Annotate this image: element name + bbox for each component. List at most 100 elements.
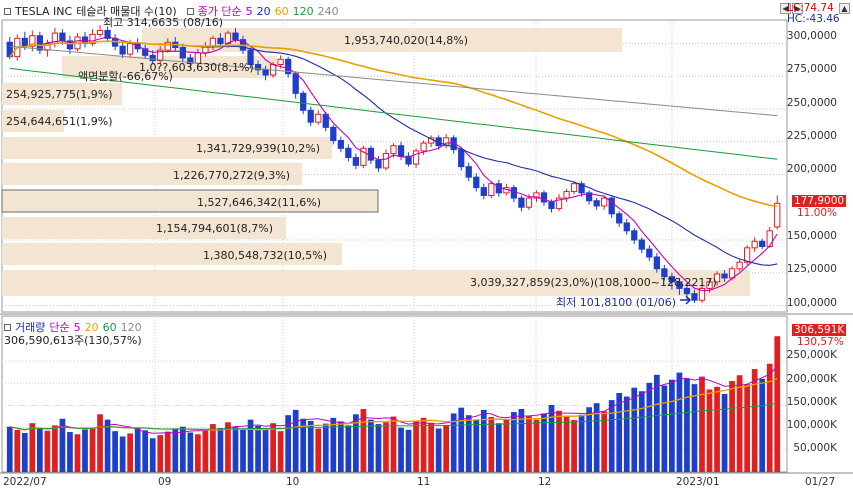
candle-body [104, 29, 111, 39]
candle-body [766, 230, 773, 248]
candle-body [744, 247, 751, 263]
candle-body [676, 281, 683, 289]
candle-body [330, 126, 337, 141]
volume-bar [766, 363, 773, 472]
volume-profile-label: 1,154,794,601(8,7%) [156, 222, 274, 235]
candle-body [555, 197, 563, 210]
candle-body [488, 183, 495, 196]
candle-body [623, 222, 630, 232]
candle-body [36, 35, 43, 51]
candle-body [44, 43, 51, 51]
volume-bar [548, 404, 555, 472]
ma-period-20: 20 [256, 4, 271, 18]
price-tick: 250,0000 [786, 97, 837, 109]
candle-body [646, 248, 653, 258]
volume-bar [307, 420, 314, 472]
volume-profile-bar [2, 270, 750, 296]
volume-bar [533, 419, 540, 472]
candle-body [683, 287, 691, 295]
price-tick: 100,0000 [786, 297, 837, 309]
high-annotation: 최고 314,6635 (08/16) [103, 16, 224, 29]
volume-bar [44, 430, 51, 472]
candle-body [653, 256, 660, 270]
current-price-pct: 11.00% [797, 207, 838, 219]
candle-body [232, 32, 239, 41]
low-arrow-icon [680, 295, 692, 305]
volume-bar [67, 432, 73, 472]
volume-bar [646, 382, 653, 472]
candle-body [668, 276, 676, 283]
candle-body [29, 35, 36, 47]
ma-line-60 [9, 40, 778, 208]
volume-bar [285, 415, 292, 472]
volume-bar [255, 425, 261, 472]
volume-profile-bar [2, 217, 286, 239]
volume-bar [684, 378, 690, 472]
candle-body [548, 201, 555, 210]
candle-body [307, 109, 314, 123]
volume-bar [744, 384, 750, 472]
price-tick: 150,0000 [786, 230, 837, 242]
candle-body [525, 197, 533, 208]
candle-body [360, 147, 367, 166]
candle-body [262, 69, 269, 76]
volume-profile-label: 1,953,740,020(14,8%) [344, 34, 469, 47]
candle-body [751, 240, 758, 249]
candle-body [706, 281, 713, 289]
window-right-button[interactable]: ▶ [792, 3, 803, 14]
volume-profile-label: 3,039,327,859(23,0%)(108,1000~128,2217) [470, 276, 717, 289]
candle-body [89, 33, 96, 45]
volume-tick: 250,000K [786, 349, 837, 361]
volume-bar [172, 428, 179, 472]
volume-bar [74, 434, 81, 472]
volume-bar [300, 418, 307, 472]
volume-bar [368, 419, 374, 472]
low-annotation: 최저 101,8100 (01/06) [556, 296, 677, 309]
volume-ma-line-5 [9, 366, 778, 434]
candle-body [66, 40, 74, 50]
volume-bar [398, 427, 404, 472]
volume-bar [638, 391, 645, 472]
candle-body [412, 150, 420, 165]
candle-body [285, 58, 292, 75]
candle-body [638, 239, 645, 250]
volume-bar [375, 424, 382, 472]
candle-body [300, 92, 307, 111]
volume-bar [225, 422, 231, 472]
volume-bar [653, 374, 660, 472]
price-tick: 125,0000 [786, 263, 837, 275]
candle-body [774, 202, 781, 228]
price-tick: 300,0000 [786, 30, 837, 42]
volume-bar [405, 429, 412, 472]
ma-period-120: 120 [292, 4, 314, 18]
volume-ma-20: 20 [84, 320, 99, 334]
window-left-button[interactable]: ◀ [780, 3, 791, 14]
candle-body [616, 213, 623, 224]
volume-bar [578, 414, 585, 472]
candle-body [518, 197, 525, 208]
legend-box-icon [4, 323, 11, 331]
window-up-button[interactable]: ▲ [839, 3, 850, 14]
volume-bar [179, 426, 186, 472]
candle-body [164, 41, 171, 51]
volume-bar [345, 425, 352, 472]
volume-profile-bar [2, 163, 302, 185]
ma-period-240: 240 [317, 4, 339, 18]
volume-ma-120: 120 [120, 320, 142, 334]
ma-line-5 [9, 36, 778, 292]
volume-bar [270, 423, 276, 472]
candle-body [585, 192, 593, 202]
volume-profile-bar [1, 189, 379, 213]
candle-body [691, 293, 698, 301]
current-volume-pct: 130,57% [797, 336, 844, 348]
volume-bar [360, 408, 367, 472]
candle-body [578, 183, 585, 194]
candle-body [450, 137, 457, 151]
volume-bar [729, 381, 735, 472]
volume-profile-label: 1,226,770,272(9,3%) [173, 169, 291, 182]
volume-bar [608, 400, 615, 472]
candle-body [367, 147, 375, 161]
date-tick: 09 [158, 476, 172, 488]
